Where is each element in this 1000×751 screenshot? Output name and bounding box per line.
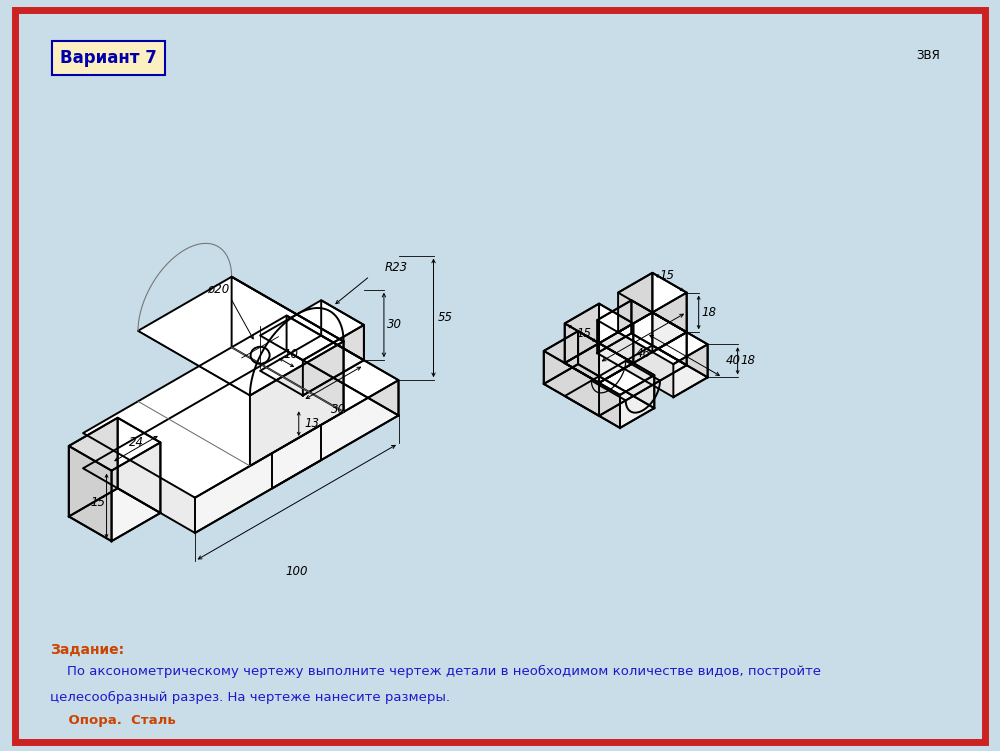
Polygon shape (652, 273, 687, 332)
Polygon shape (565, 303, 633, 343)
Polygon shape (578, 331, 654, 408)
Polygon shape (618, 273, 687, 312)
Text: ø20: ø20 (207, 282, 229, 295)
Polygon shape (138, 277, 344, 396)
Text: ЗВЯ: ЗВЯ (916, 50, 940, 62)
Polygon shape (287, 315, 399, 415)
Polygon shape (69, 488, 160, 541)
Text: целесообразный разрез. На чертеже нанесите размеры.: целесообразный разрез. На чертеже нанеси… (50, 691, 450, 704)
Polygon shape (565, 345, 687, 416)
Text: R23: R23 (385, 261, 408, 274)
Polygon shape (652, 293, 687, 352)
Text: Опора.  Сталь: Опора. Сталь (50, 714, 176, 727)
Polygon shape (83, 315, 399, 498)
Polygon shape (597, 333, 708, 397)
Polygon shape (69, 418, 160, 471)
Text: Задание:: Задание: (50, 643, 124, 657)
Text: 10: 10 (283, 348, 298, 360)
Polygon shape (112, 442, 160, 541)
Text: 15: 15 (576, 327, 591, 340)
Text: 30: 30 (387, 318, 402, 331)
Text: 13: 13 (305, 417, 320, 430)
Text: 46: 46 (635, 347, 650, 360)
Polygon shape (673, 344, 708, 397)
Polygon shape (544, 331, 578, 384)
Polygon shape (599, 332, 687, 416)
Polygon shape (565, 324, 599, 383)
Polygon shape (250, 342, 344, 466)
Polygon shape (618, 273, 652, 332)
Text: 24: 24 (128, 436, 143, 448)
Polygon shape (260, 300, 364, 360)
Text: По аксонометрическому чертежу выполните чертеж детали в необходимом количестве в: По аксонометрическому чертежу выполните … (50, 665, 821, 678)
Polygon shape (69, 418, 118, 517)
Polygon shape (544, 331, 654, 395)
Polygon shape (544, 351, 620, 428)
Text: 15: 15 (659, 269, 674, 282)
Text: 18: 18 (702, 306, 717, 319)
Polygon shape (195, 380, 399, 533)
Polygon shape (618, 312, 687, 352)
Text: 55: 55 (438, 312, 453, 324)
Text: 100: 100 (286, 565, 308, 578)
Text: 15: 15 (90, 496, 105, 509)
Polygon shape (599, 303, 633, 363)
Polygon shape (599, 324, 633, 383)
Polygon shape (118, 418, 160, 513)
Text: 40: 40 (726, 354, 741, 366)
Polygon shape (544, 364, 654, 428)
Text: 18: 18 (741, 354, 756, 367)
Polygon shape (620, 376, 654, 428)
Polygon shape (260, 336, 364, 396)
Polygon shape (631, 300, 708, 377)
Polygon shape (83, 351, 399, 533)
Polygon shape (597, 300, 708, 364)
Polygon shape (321, 300, 364, 360)
Text: Вариант 7: Вариант 7 (60, 49, 157, 67)
Polygon shape (565, 312, 687, 383)
Polygon shape (591, 360, 660, 412)
Polygon shape (69, 446, 112, 541)
Polygon shape (565, 303, 599, 363)
Polygon shape (565, 343, 633, 383)
Polygon shape (597, 300, 631, 353)
Polygon shape (232, 277, 344, 412)
Polygon shape (652, 312, 687, 365)
Polygon shape (303, 325, 364, 396)
Text: 30: 30 (331, 403, 346, 417)
